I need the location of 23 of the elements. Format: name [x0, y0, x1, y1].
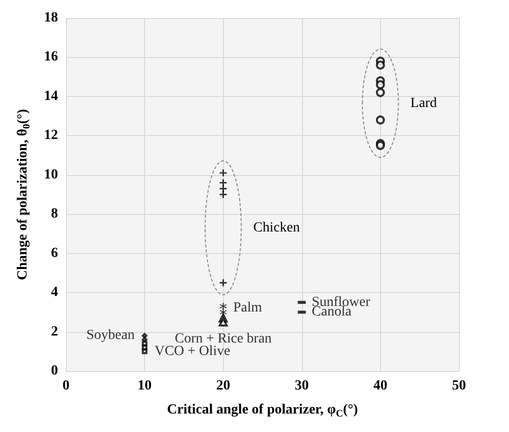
annotation: Palm: [233, 300, 262, 316]
y-tick-label: 4: [51, 285, 58, 300]
y-tick-label: 12: [44, 128, 58, 144]
annotation: Corn + Rice bran: [174, 331, 272, 346]
y-tick-label: 2: [51, 324, 58, 340]
series-label: Lard: [410, 96, 437, 111]
y-axis-title: Change of polarization, θ0(°): [16, 108, 32, 280]
x-tick-label: 50: [452, 378, 466, 394]
y-tick-label: 8: [51, 206, 58, 222]
x-tick-label: 20: [216, 378, 230, 394]
x-tick-label: 40: [373, 378, 388, 394]
text: Chicken: [253, 220, 300, 236]
y-tick-label: 0: [51, 364, 58, 378]
annotation: Soybean: [86, 328, 135, 344]
y-tick-label: 6: [51, 246, 58, 261]
y-tick-label: 18: [44, 10, 58, 26]
y-tick-label: 10: [44, 167, 58, 182]
y-tick-label: 16: [44, 50, 58, 65]
x-tick-label: 10: [138, 378, 152, 394]
x-tick-label: 0: [62, 378, 70, 394]
y-tick-label: 14: [44, 88, 58, 104]
annotation: VCO + Olive: [154, 344, 230, 359]
x-tick-label: 30: [294, 378, 309, 394]
